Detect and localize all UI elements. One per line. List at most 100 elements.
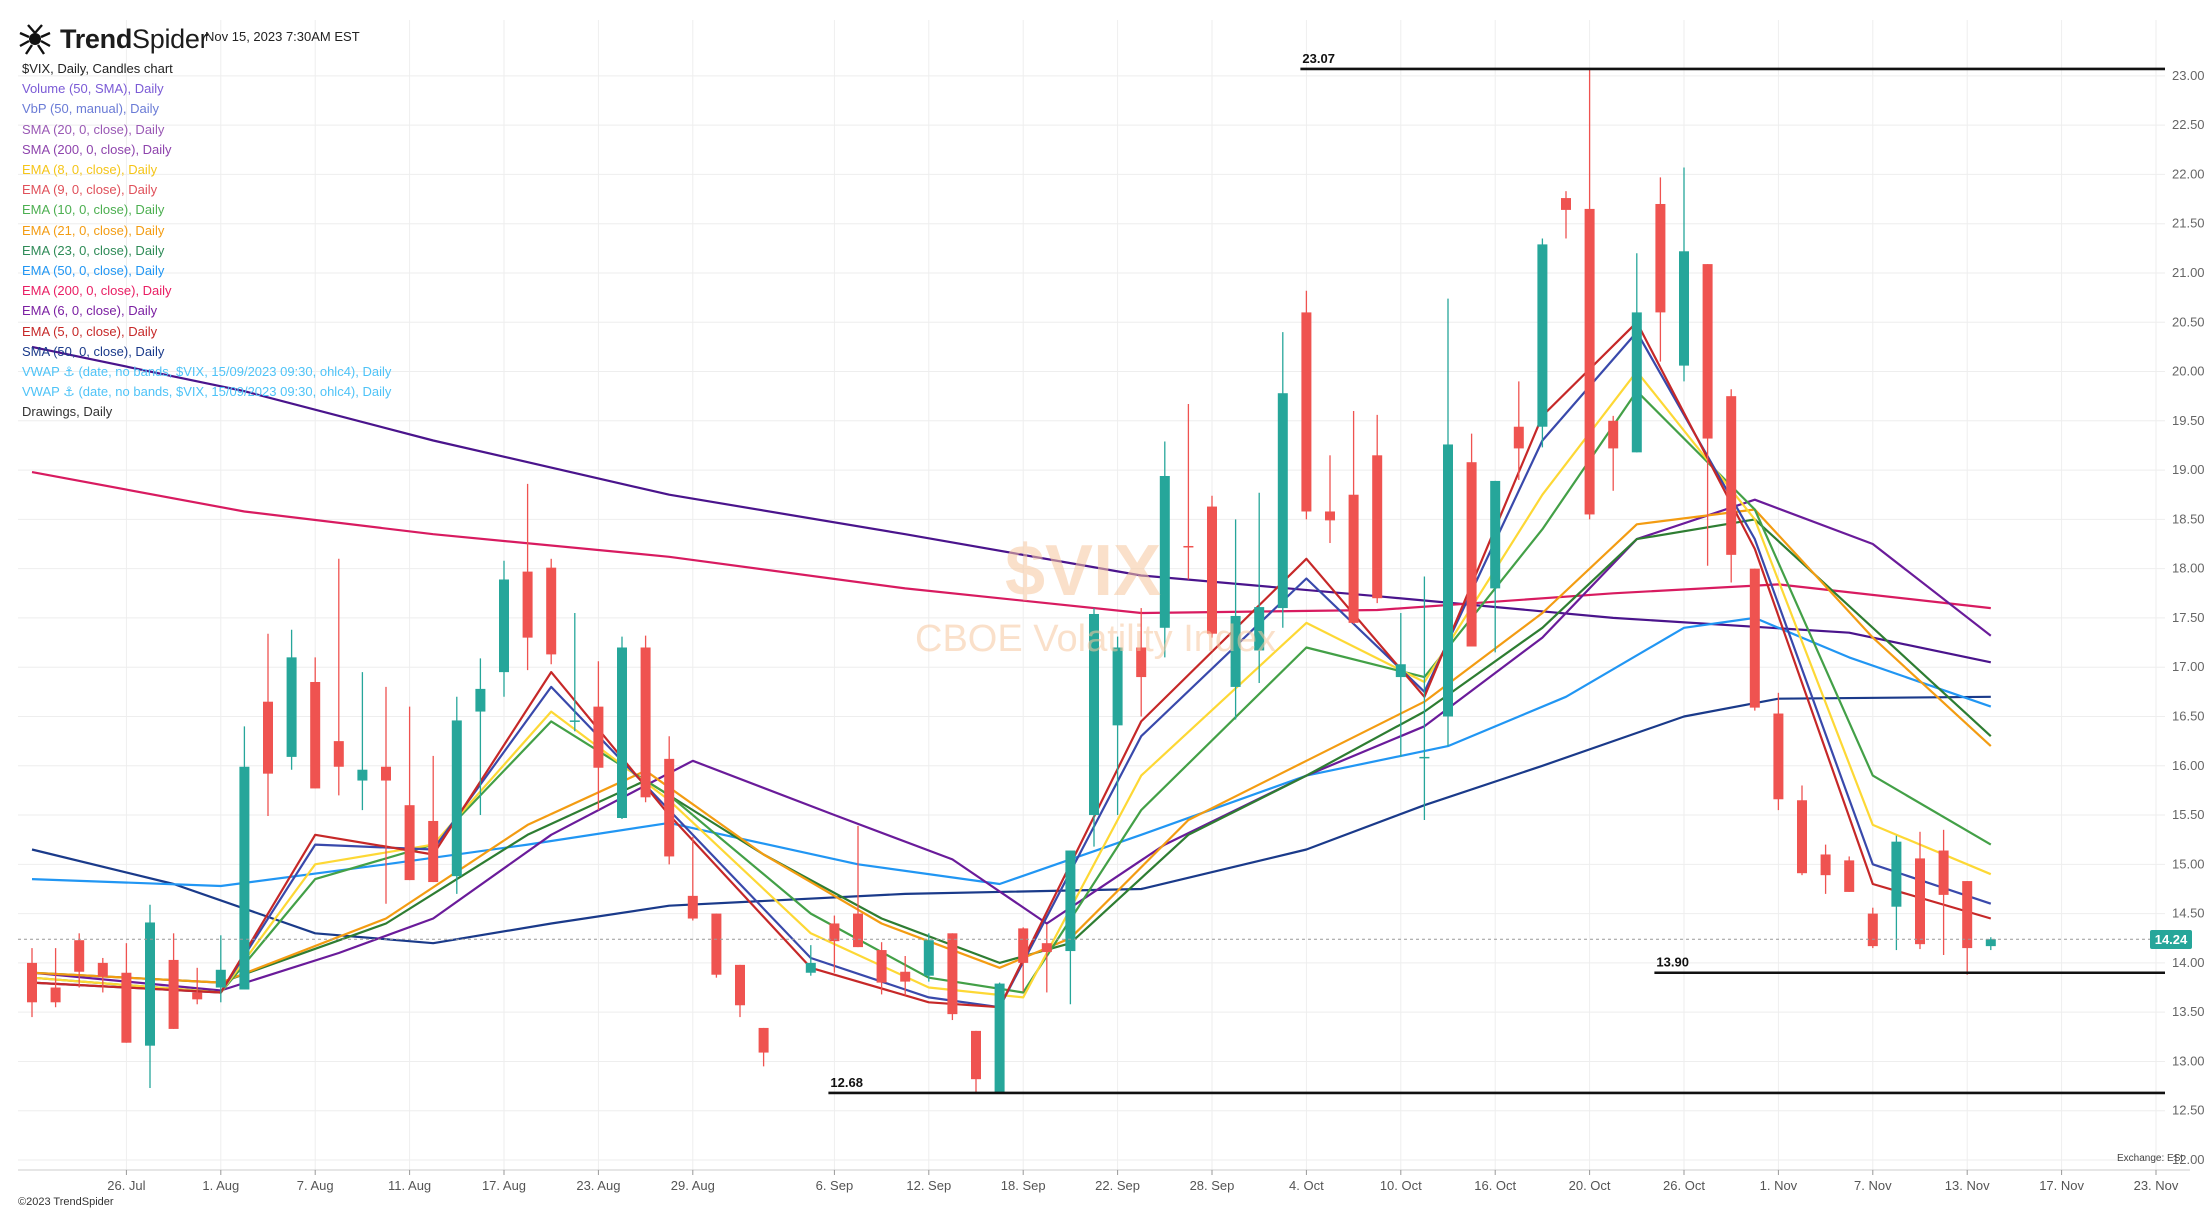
candle-body[interactable] xyxy=(1230,615,1241,687)
indicator-line[interactable] xyxy=(31,498,1992,992)
candle-body[interactable] xyxy=(333,741,344,767)
candle-body[interactable] xyxy=(1797,800,1807,874)
candle-body[interactable] xyxy=(192,992,203,1000)
indicator-line[interactable] xyxy=(31,321,1992,1009)
candle-body[interactable] xyxy=(593,706,604,768)
legend-item[interactable]: EMA (9, 0, close), Daily xyxy=(22,182,158,198)
candle-body[interactable] xyxy=(522,571,533,638)
candle-body[interactable] xyxy=(1962,881,1973,949)
legend-item[interactable]: EMA (8, 0, close), Daily xyxy=(22,162,158,178)
candle-body[interactable] xyxy=(1041,943,1052,953)
legend-item[interactable]: $VIX, Daily, Candles chart xyxy=(22,61,173,76)
candle-body[interactable] xyxy=(994,983,1005,1093)
candle-body[interactable] xyxy=(50,987,61,1003)
candle-body[interactable] xyxy=(451,720,462,877)
candle-body[interactable] xyxy=(1395,664,1406,678)
candle-body[interactable] xyxy=(805,962,816,973)
candle-body[interactable] xyxy=(1584,208,1595,515)
candle-body[interactable] xyxy=(900,971,911,982)
candle-body[interactable] xyxy=(1443,444,1453,717)
candle-body[interactable] xyxy=(1301,312,1312,512)
candle-body[interactable] xyxy=(876,950,887,983)
candle-body[interactable] xyxy=(1513,426,1524,449)
candle-body[interactable] xyxy=(1631,312,1642,453)
candle-body[interactable] xyxy=(381,766,391,781)
candle-body[interactable] xyxy=(1537,244,1548,427)
candle-body[interactable] xyxy=(27,962,37,1003)
candle-body[interactable] xyxy=(263,701,273,774)
candle-body[interactable] xyxy=(121,972,132,1043)
candle-body[interactable] xyxy=(1773,713,1784,800)
candle-body[interactable] xyxy=(1749,568,1760,708)
candle-body[interactable] xyxy=(1372,455,1383,599)
legend-item[interactable]: EMA (6, 0, close), Daily xyxy=(22,303,158,319)
indicator-line[interactable] xyxy=(31,390,1992,994)
candle-body[interactable] xyxy=(1608,420,1619,449)
indicator-line[interactable] xyxy=(31,331,1992,1009)
candle-body[interactable] xyxy=(829,923,840,942)
legend-item[interactable]: VWAP ⚓ (date, no bands, $VIX, 15/09/2023… xyxy=(22,384,392,400)
legend-item[interactable]: EMA (10, 0, close), Daily xyxy=(22,202,165,218)
candle-body[interactable] xyxy=(1348,494,1359,623)
legend-item[interactable]: EMA (23, 0, close), Daily xyxy=(22,242,165,258)
candle-body[interactable] xyxy=(923,940,934,976)
candle-body[interactable] xyxy=(640,647,651,798)
candle-body[interactable] xyxy=(1655,203,1666,313)
legend-item[interactable]: Volume (50, SMA), Daily xyxy=(22,81,164,97)
candle-body[interactable] xyxy=(1726,396,1737,555)
candle-body[interactable] xyxy=(357,769,368,781)
indicator-line[interactable] xyxy=(31,370,1992,999)
legend-item[interactable]: EMA (200, 0, close), Daily xyxy=(22,283,172,299)
candle-body[interactable] xyxy=(1844,860,1855,892)
candle-body[interactable] xyxy=(1985,939,1996,947)
candle-body[interactable] xyxy=(971,1030,981,1080)
candle-body[interactable] xyxy=(1254,607,1265,651)
candle-body[interactable] xyxy=(1325,511,1335,521)
candle-body[interactable] xyxy=(1277,393,1288,609)
legend-item[interactable]: SMA (200, 0, close), Daily xyxy=(22,141,172,157)
candle-body[interactable] xyxy=(1065,850,1076,952)
candle-body[interactable] xyxy=(404,805,415,881)
candle-body[interactable] xyxy=(711,913,722,975)
legend-item[interactable]: VbP (50, manual), Daily xyxy=(22,101,160,117)
candle-body[interactable] xyxy=(428,820,439,883)
legend-item[interactable]: EMA (5, 0, close), Daily xyxy=(22,323,158,339)
indicator-line[interactable] xyxy=(31,695,1991,945)
candle-body[interactable] xyxy=(664,758,675,857)
candle-body[interactable] xyxy=(239,766,250,990)
candle-body[interactable] xyxy=(1136,647,1147,678)
candle-body[interactable] xyxy=(1112,647,1123,726)
legend-item[interactable]: EMA (50, 0, close), Daily xyxy=(22,263,165,279)
candle-body[interactable] xyxy=(1938,850,1949,895)
legend-item[interactable]: SMA (20, 0, close), Daily xyxy=(22,121,165,137)
legend-item[interactable]: EMA (21, 0, close), Daily xyxy=(22,222,165,238)
candle-body[interactable] xyxy=(475,688,486,712)
candle-body[interactable] xyxy=(1820,854,1831,876)
legend-item[interactable]: Drawings, Daily xyxy=(22,404,113,420)
legend-item[interactable]: VWAP ⚓ (date, no bands, $VIX, 15/09/2023… xyxy=(22,364,392,380)
candle-body[interactable] xyxy=(1891,841,1902,907)
candle-body[interactable] xyxy=(1702,264,1713,439)
candle-body[interactable] xyxy=(687,895,698,919)
indicator-line[interactable] xyxy=(31,471,1991,615)
indicator-line[interactable] xyxy=(31,345,1992,664)
candle-body[interactable] xyxy=(1183,545,1194,548)
candle-body[interactable] xyxy=(1018,928,1029,963)
candle-body[interactable] xyxy=(1089,613,1099,816)
candle-body[interactable] xyxy=(1419,756,1430,759)
candle-body[interactable] xyxy=(168,959,179,1029)
candle-body[interactable] xyxy=(145,922,155,1046)
candle-body[interactable] xyxy=(1466,462,1477,647)
candle-body[interactable] xyxy=(947,933,958,1015)
candle-body[interactable] xyxy=(1561,198,1571,210)
candle-body[interactable] xyxy=(546,567,557,655)
candle-body[interactable] xyxy=(758,1027,769,1053)
candle-body[interactable] xyxy=(569,720,580,722)
candle-body[interactable] xyxy=(1159,476,1170,628)
candle-body[interactable] xyxy=(617,647,627,819)
candle-body[interactable] xyxy=(74,940,85,972)
candle-body[interactable] xyxy=(97,962,108,977)
candle-body[interactable] xyxy=(215,969,226,988)
candle-body[interactable] xyxy=(1490,480,1501,589)
